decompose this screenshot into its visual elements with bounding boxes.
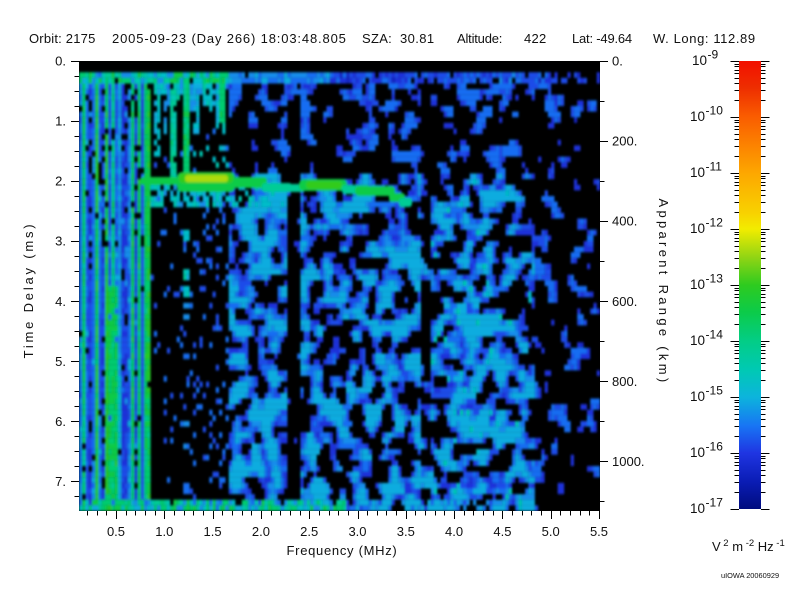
svg-text:0.: 0. [55,54,66,69]
svg-text:SZA:: SZA: [362,31,392,46]
svg-text:800.: 800. [612,374,637,389]
svg-text:4.5: 4.5 [493,524,511,539]
svg-text:3.: 3. [55,234,66,249]
svg-text:6.: 6. [55,414,66,429]
svg-text:Altitude:: Altitude: [457,31,502,46]
svg-text:3.5: 3.5 [397,524,415,539]
svg-text:V 2 m -2 Hz -1: V 2 m -2 Hz -1 [712,538,785,554]
svg-text:5.0: 5.0 [542,524,560,539]
svg-text:2.5: 2.5 [300,524,318,539]
svg-text:2.0: 2.0 [252,524,270,539]
svg-text:1.5: 1.5 [204,524,222,539]
svg-text:3.0: 3.0 [348,524,366,539]
svg-text:2.: 2. [55,174,66,189]
svg-text:Orbit: 2175: Orbit: 2175 [29,31,96,46]
svg-text:Apparent Range (km): Apparent Range (km) [656,199,671,386]
svg-text:1000.: 1000. [612,454,645,469]
svg-text:4.0: 4.0 [445,524,463,539]
svg-text:600.: 600. [612,294,637,309]
svg-text:30.81: 30.81 [400,31,435,46]
svg-text:422: 422 [524,31,547,46]
svg-text:400.: 400. [612,214,637,229]
svg-text:Frequency (MHz): Frequency (MHz) [287,543,398,558]
svg-text:7.: 7. [55,474,66,489]
svg-text:2005-09-23 (Day 266) 18:03:48.: 2005-09-23 (Day 266) 18:03:48.805 [112,31,347,46]
svg-text:4.: 4. [55,294,66,309]
svg-text:5.5: 5.5 [590,524,608,539]
svg-text:200.: 200. [612,134,637,149]
svg-text:uIOWA 20060929: uIOWA 20060929 [721,571,779,580]
svg-text:0.5: 0.5 [107,524,125,539]
svg-text:Lat: -49.64: Lat: -49.64 [572,31,632,46]
svg-text:W. Long: 112.89: W. Long: 112.89 [653,31,756,46]
svg-text:Time Delay (ms): Time Delay (ms) [21,222,36,359]
svg-text:1.: 1. [55,114,66,129]
svg-text:1.0: 1.0 [155,524,173,539]
svg-text:5.: 5. [55,354,66,369]
svg-text:0.: 0. [612,54,623,69]
